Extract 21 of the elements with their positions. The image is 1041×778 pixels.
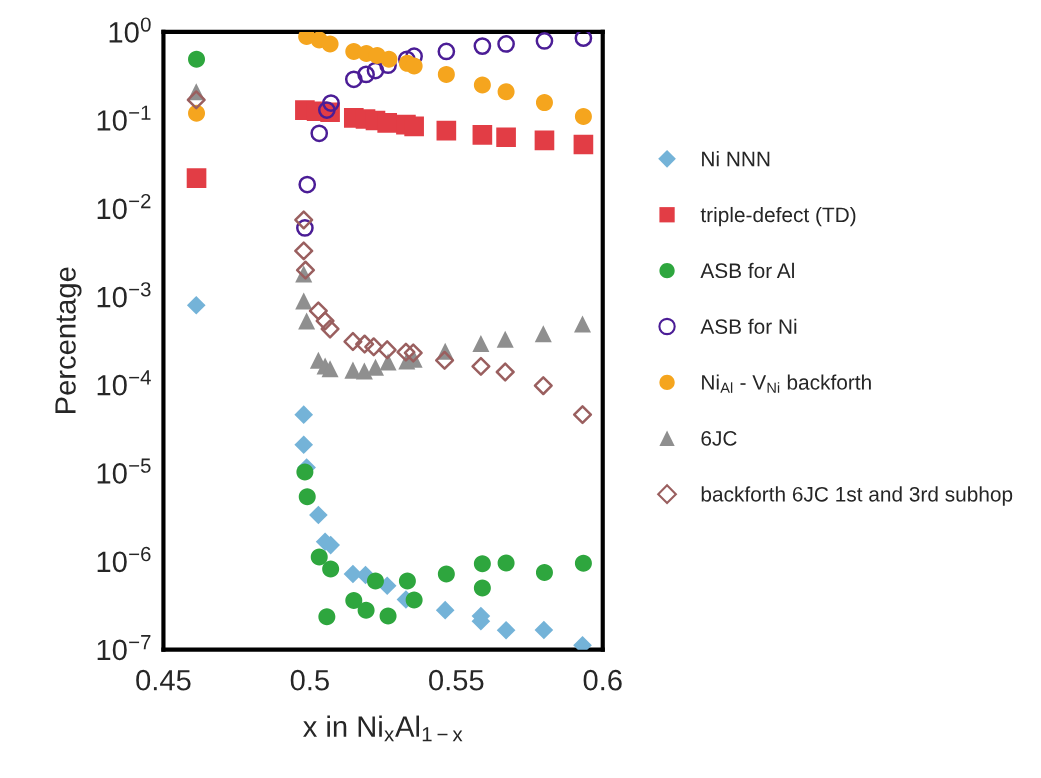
x-axis-title: x in Ni$_{x}$Al$_{1−x}$ [303,715,463,742]
y-tick-label: 10$^{−2}$ [97,193,151,220]
y-tick-label: 10$^{−7}$ [97,635,151,661]
legend-label: triple-defect (TD) [700,206,856,227]
y-tick-label: 10$^{−6}$ [97,546,151,573]
y-axis-title: Percentage [55,267,82,413]
legend-label: Ni NNN [702,151,770,167]
legend-label: ASB for Ni [700,318,797,334]
x-tick-label: 0.45 [136,669,191,691]
y-tick-label: 10$^{−4}$ [97,370,151,396]
y-tick-label: 10$^{−5}$ [97,458,151,484]
y-tick-label: 10$^{−3}$ [97,282,151,308]
legend-label: backforth 6JC 1st and 3rd subhop [701,486,1013,506]
x-tick-label: 0.55 [429,669,484,691]
x-tick-label: 0.6 [583,669,622,691]
y-tick-label: 10$^{−1}$ [97,105,151,131]
x-tick-label: 0.5 [290,669,329,691]
legend-label: ASB for Al [700,262,794,279]
y-tick-label: 10$^{0}$ [109,17,151,43]
legend-label: 6JC [701,431,737,446]
legend-label: Ni$_{Al}$ - V$_{Ni}$ backforth [702,374,871,393]
